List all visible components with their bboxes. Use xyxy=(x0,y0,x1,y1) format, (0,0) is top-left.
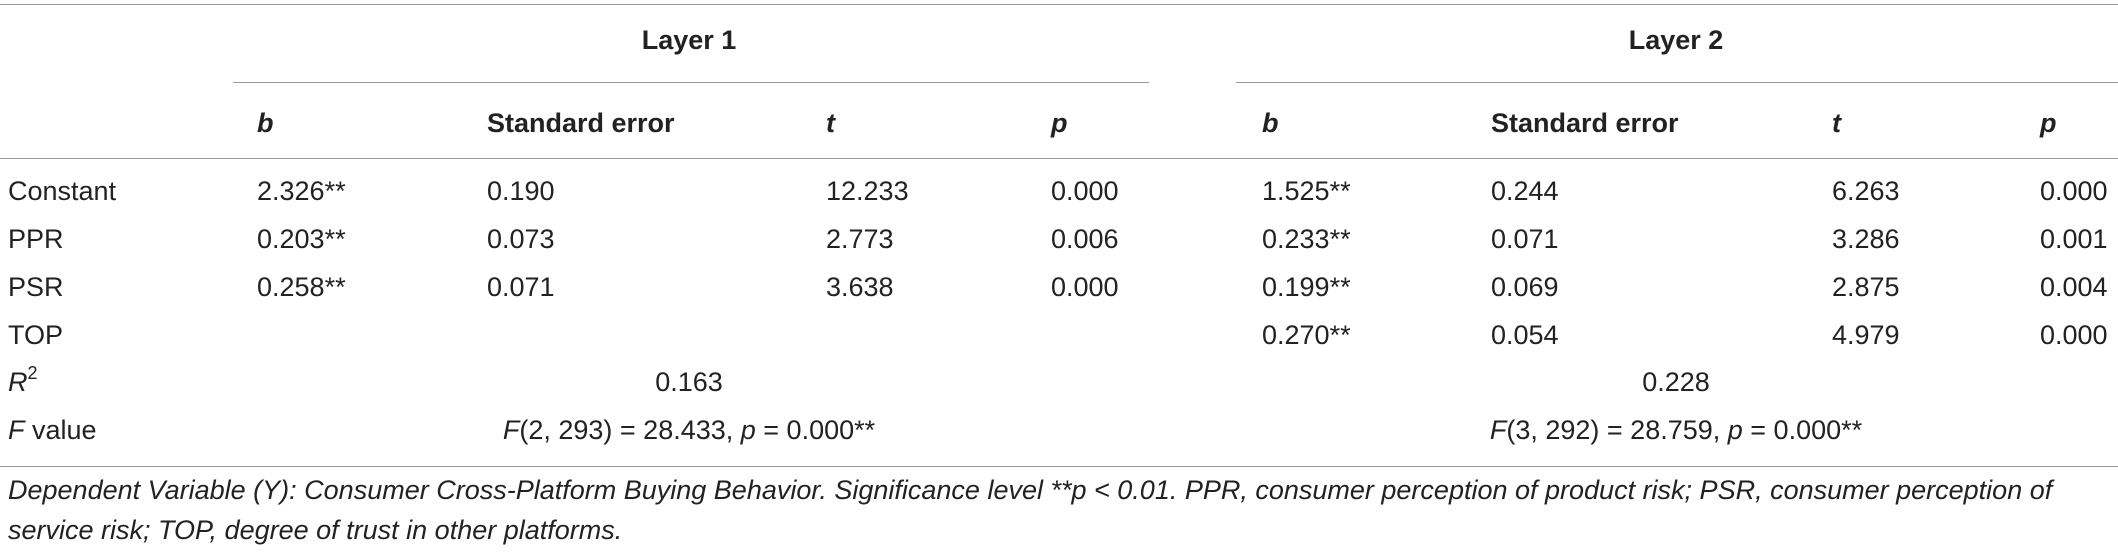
cell-b-layer-2: 0.270** xyxy=(1262,320,1351,350)
col-header-b-layer-1: b xyxy=(257,108,274,138)
cell-se-layer-2: 0.244 xyxy=(1491,176,1559,206)
cell-b-layer-1: 0.203** xyxy=(257,224,346,254)
cell-p-layer-2: 0.001 xyxy=(2040,224,2108,254)
cell-se-layer-2: 0.069 xyxy=(1491,272,1559,302)
col-header-p-layer-2: p xyxy=(2040,108,2057,138)
cell-p-layer-1: 0.000 xyxy=(1051,272,1119,302)
row-label: Constant xyxy=(8,176,117,206)
cell-se-layer-1: 0.073 xyxy=(487,224,555,254)
cell-se-layer-1: 0.190 xyxy=(487,176,555,206)
r2-layer-2-value: 0.228 xyxy=(1642,367,1710,397)
cell-b-layer-2: 0.233** xyxy=(1262,224,1351,254)
cell-p-layer-2: 0.000 xyxy=(2040,320,2108,350)
cell-se-layer-2: 0.054 xyxy=(1491,320,1559,350)
col-header-t-layer-2: t xyxy=(1832,108,1841,138)
f-label-symbol: F xyxy=(8,415,25,445)
r2-symbol: R xyxy=(8,367,28,397)
row-label: PPR xyxy=(8,224,64,254)
f-layer-1-value: F(2, 293) = 28.433, p = 0.000** xyxy=(503,414,875,446)
col-header-t-layer-1: t xyxy=(826,108,835,138)
layer-1-header: Layer 1 xyxy=(641,25,737,55)
layer-2-header: Layer 2 xyxy=(1628,25,1724,55)
cell-t-layer-1: 12.233 xyxy=(826,176,909,206)
col-header-se-layer-1: Standard error xyxy=(487,108,675,138)
f-layer-1-p-symbol: p xyxy=(740,415,756,445)
f-layer-2-symbol: F xyxy=(1489,415,1507,445)
cell-p-layer-1: 0.006 xyxy=(1051,224,1119,254)
cell-b-layer-1: 0.258** xyxy=(257,272,346,302)
f-layer-1-symbol: F xyxy=(502,415,520,445)
f-layer-1-p: = 0.000** xyxy=(755,415,876,445)
cell-se-layer-1: 0.071 xyxy=(487,272,555,302)
f-layer-2-p: = 0.000** xyxy=(1742,415,1863,445)
cell-p-layer-1: 0.000 xyxy=(1051,176,1119,206)
layer-1-underline xyxy=(233,82,1149,83)
cell-t-layer-1: 2.773 xyxy=(826,224,894,254)
col-header-se-layer-2: Standard error xyxy=(1491,108,1679,138)
table-top-rule xyxy=(0,4,2118,5)
cell-b-layer-1: 2.326** xyxy=(257,176,346,206)
cell-t-layer-2: 2.875 xyxy=(1832,272,1900,302)
row-label: TOP xyxy=(8,320,64,350)
header-bottom-rule xyxy=(0,158,2118,159)
cell-b-layer-2: 1.525** xyxy=(1262,176,1351,206)
f-layer-1-stat: (2, 293) = 28.433, xyxy=(519,415,741,445)
cell-p-layer-2: 0.000 xyxy=(2040,176,2108,206)
cell-t-layer-2: 6.263 xyxy=(1832,176,1900,206)
col-header-p-layer-1: p xyxy=(1051,108,1068,138)
cell-t-layer-2: 3.286 xyxy=(1832,224,1900,254)
cell-t-layer-1: 3.638 xyxy=(826,272,894,302)
f-label-rest: value xyxy=(24,415,97,445)
row-label: PSR xyxy=(8,272,64,302)
r2-row-label: R2 xyxy=(8,363,38,398)
layer-2-underline xyxy=(1236,82,2118,83)
f-layer-2-p-symbol: p xyxy=(1727,415,1743,445)
cell-t-layer-2: 4.979 xyxy=(1832,320,1900,350)
table-bottom-rule xyxy=(0,466,2118,467)
r2-superscript: 2 xyxy=(27,363,38,383)
f-row-label: F value xyxy=(8,414,97,446)
table-footnote: Dependent Variable (Y): Consumer Cross-P… xyxy=(8,475,2053,545)
r2-layer-1-value: 0.163 xyxy=(655,367,723,397)
cell-se-layer-2: 0.071 xyxy=(1491,224,1559,254)
cell-p-layer-2: 0.004 xyxy=(2040,272,2108,302)
f-layer-2-value: F(3, 292) = 28.759, p = 0.000** xyxy=(1490,414,1862,446)
cell-b-layer-2: 0.199** xyxy=(1262,272,1351,302)
f-layer-2-stat: (3, 292) = 28.759, xyxy=(1506,415,1728,445)
col-header-b-layer-2: b xyxy=(1262,108,1279,138)
